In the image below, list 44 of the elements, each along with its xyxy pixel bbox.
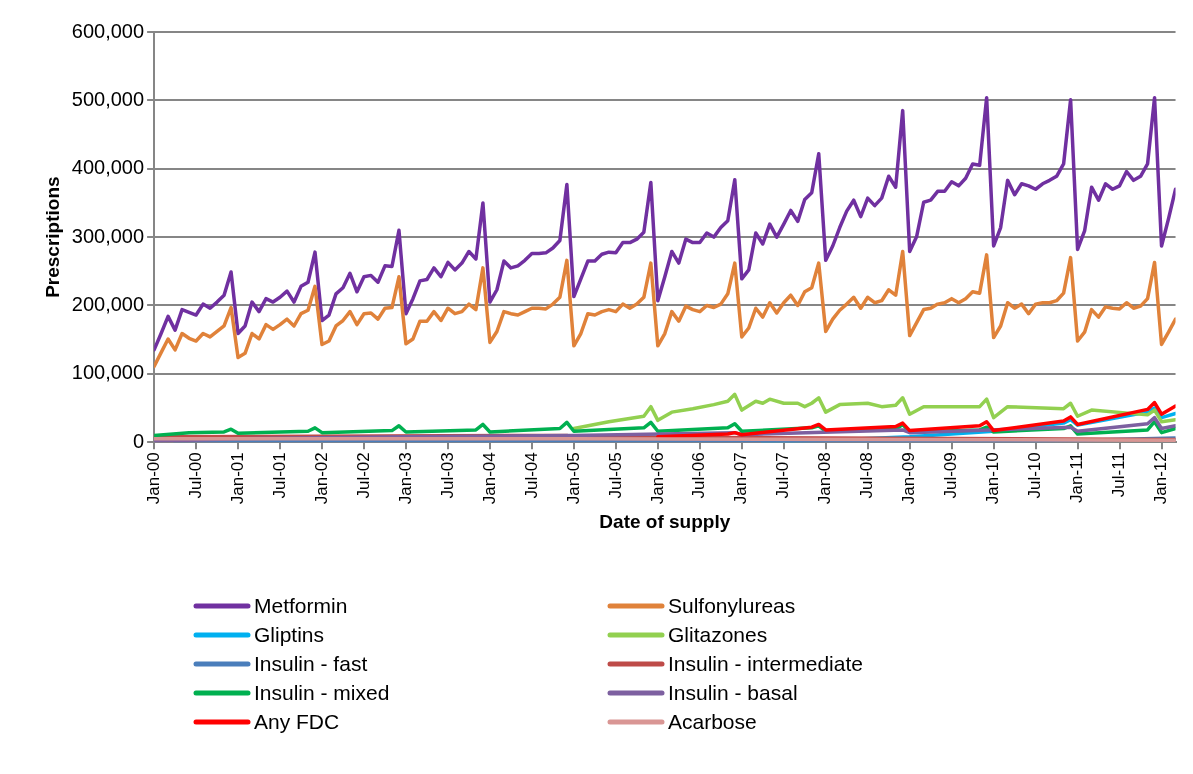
x-tick-label: Jul-03 [437,452,457,499]
y-tick-label: 200,000 [71,293,145,315]
x-tick-label: Jan-00 [143,452,163,505]
x-tick-label: Jan-02 [311,452,331,505]
legend-label: Metformin [254,593,348,617]
x-tick-label: Jan-05 [563,452,583,505]
x-tick-label: Jul-10 [1025,452,1045,499]
x-tick-label: Jan-12 [1151,452,1171,505]
x-tick-label: Jul-00 [185,452,205,499]
legend-label: Acarbose [668,709,757,733]
x-tick-label: Jul-05 [605,452,625,499]
x-tick-label: Jul-09 [941,452,961,499]
legend-label: Insulin - mixed [254,680,390,704]
x-tick-label: Jul-07 [773,452,793,499]
x-axis-title: Date of supply [599,510,731,532]
x-tick-label: Jul-06 [689,452,709,499]
x-tick-label: Jan-04 [479,452,499,505]
x-tick-label: Jan-01 [227,452,247,505]
x-tick-label: Jan-11 [1067,452,1087,503]
legend-label: Insulin - intermediate [668,651,863,675]
x-tick-label: Jan-08 [815,452,835,505]
x-tick-label: Jan-07 [731,452,751,505]
legend-label: Insulin - fast [254,651,368,675]
legend-label: Gliptins [254,622,325,646]
x-tick-label: Jul-01 [269,452,289,499]
x-tick-label: Jan-10 [983,452,1003,505]
x-tick-label: Jul-11 [1109,452,1129,498]
x-tick-label: Jan-09 [899,452,919,505]
x-tick-label: Jan-03 [395,452,415,505]
x-tick-label: Jul-02 [353,452,373,499]
y-tick-label: 500,000 [71,87,145,110]
legend-label: Insulin - basal [668,680,798,704]
legend-label: Sulfonylureas [668,593,796,617]
y-tick-label: 400,000 [71,156,145,179]
legend-label: Glitazones [668,622,768,646]
x-tick-label: Jul-08 [857,452,877,499]
y-axis-title: Prescriptions [41,176,63,298]
x-tick-label: Jan-06 [647,452,667,505]
y-tick-label: 600,000 [71,19,145,42]
y-tick-label: 0 [132,429,145,452]
y-tick-label: 300,000 [71,224,145,247]
legend-label: Any FDC [254,709,340,733]
x-tick-label: Jul-04 [521,452,541,499]
y-tick-label: 100,000 [71,361,145,384]
